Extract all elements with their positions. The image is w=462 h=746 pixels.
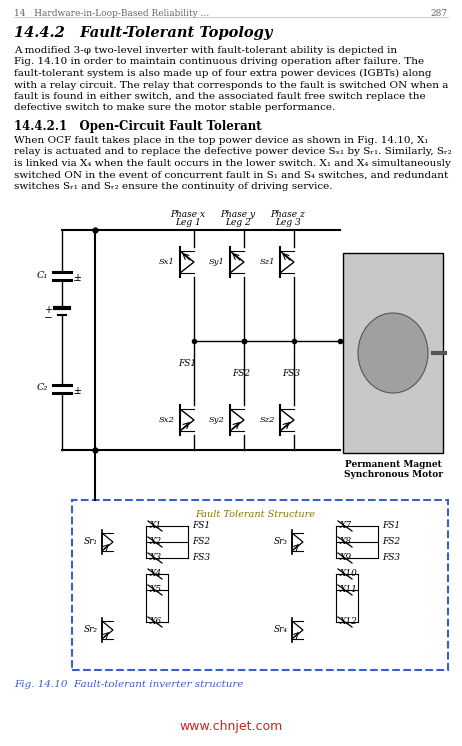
Text: Sr₄: Sr₄ (274, 625, 288, 635)
Ellipse shape (358, 313, 428, 393)
Text: +: + (44, 305, 52, 315)
Text: FS1: FS1 (192, 521, 210, 530)
Text: When OCF fault takes place in the top power device as shown in Fig. 14.10, X₁: When OCF fault takes place in the top po… (14, 136, 428, 145)
Text: Sr₂: Sr₂ (84, 625, 98, 635)
Text: X6: X6 (150, 618, 162, 627)
Text: Fault Tolerant Structure: Fault Tolerant Structure (195, 510, 315, 519)
Text: C₂: C₂ (36, 383, 48, 392)
Text: FS2: FS2 (382, 538, 400, 547)
Text: C₁: C₁ (36, 271, 48, 280)
Text: FS1: FS1 (178, 359, 196, 368)
Text: Sr₁: Sr₁ (84, 538, 98, 547)
Text: −: − (73, 276, 82, 286)
Text: Sy1: Sy1 (209, 258, 225, 266)
Text: FS3: FS3 (192, 554, 210, 562)
Bar (72, 500, 448, 670)
Text: X10: X10 (340, 569, 358, 578)
Bar (343, 253, 443, 453)
Text: Permanent Magnet: Permanent Magnet (345, 460, 441, 469)
Text: Phase x: Phase x (170, 210, 206, 219)
Text: Sr₃: Sr₃ (274, 538, 288, 547)
Text: fault is found in either switch, and the associated fault free switch replace th: fault is found in either switch, and the… (14, 92, 426, 101)
Text: 14.4.2.1   Open-Circuit Fault Tolerant: 14.4.2.1 Open-Circuit Fault Tolerant (14, 120, 261, 133)
Text: fault-tolerant system is also made up of four extra power devices (IGBTs) along: fault-tolerant system is also made up of… (14, 69, 432, 78)
Text: Sz2: Sz2 (260, 416, 275, 424)
Text: Synchronous Motor: Synchronous Motor (344, 470, 443, 479)
Text: −: − (43, 313, 52, 323)
Text: X11: X11 (340, 586, 358, 595)
Text: switches Sᵣ₁ and Sᵣ₂ ensure the continuity of driving service.: switches Sᵣ₁ and Sᵣ₂ ensure the continui… (14, 182, 333, 191)
Text: A modified 3-φ two-level inverter with fault-tolerant ability is depicted in: A modified 3-φ two-level inverter with f… (14, 46, 397, 55)
Text: 14.4.2   Fault-Tolerant Topology: 14.4.2 Fault-Tolerant Topology (14, 26, 273, 40)
Text: switched ON in the event of concurrent fault in S₁ and S₄ switches, and redundan: switched ON in the event of concurrent f… (14, 171, 448, 180)
Text: Phase y: Phase y (220, 210, 255, 219)
Text: relay is actuated and to replace the defective power device Sₓ₁ by Sᵣ₁. Similarl: relay is actuated and to replace the def… (14, 148, 452, 157)
Text: is linked via X₄ when the fault occurs in the lower switch. X₁ and X₄ simultaneo: is linked via X₄ when the fault occurs i… (14, 159, 451, 168)
Text: X3: X3 (150, 554, 162, 562)
Text: FS3: FS3 (382, 554, 400, 562)
Text: X12: X12 (340, 618, 358, 627)
Text: with a relay circuit. The relay that corresponds to the fault is switched ON whe: with a relay circuit. The relay that cor… (14, 81, 449, 90)
Text: X4: X4 (150, 569, 162, 578)
Text: defective switch to make sure the motor stable performance.: defective switch to make sure the motor … (14, 104, 335, 113)
Text: Fig. 14.10 in order to maintain continuous driving operation after failure. The: Fig. 14.10 in order to maintain continuo… (14, 57, 424, 66)
Text: Leg 1: Leg 1 (175, 218, 201, 227)
Text: X1: X1 (150, 521, 162, 530)
Text: FS3: FS3 (282, 369, 300, 378)
Text: −: − (73, 389, 82, 399)
Text: www.chnjet.com: www.chnjet.com (179, 720, 283, 733)
Text: FS2: FS2 (232, 369, 250, 378)
Text: Sy2: Sy2 (209, 416, 225, 424)
Text: X9: X9 (340, 554, 352, 562)
Text: X2: X2 (150, 538, 162, 547)
Text: X7: X7 (340, 521, 352, 530)
Text: +: + (73, 273, 81, 283)
Text: Leg 2: Leg 2 (225, 218, 251, 227)
Text: X8: X8 (340, 538, 352, 547)
Text: FS2: FS2 (192, 538, 210, 547)
Text: 14   Hardware-in-Loop-Based Reliability ...: 14 Hardware-in-Loop-Based Reliability ..… (14, 9, 209, 18)
Text: Fig. 14.10  Fault-tolerant inverter structure: Fig. 14.10 Fault-tolerant inverter struc… (14, 680, 243, 689)
Text: Sz1: Sz1 (260, 258, 275, 266)
Text: Sx2: Sx2 (159, 416, 175, 424)
Text: Leg 3: Leg 3 (275, 218, 301, 227)
Text: FS1: FS1 (382, 521, 400, 530)
Text: 287: 287 (431, 9, 448, 18)
Text: +: + (73, 386, 81, 396)
Text: X5: X5 (150, 586, 162, 595)
Text: Sx1: Sx1 (159, 258, 175, 266)
Text: Phase z: Phase z (271, 210, 305, 219)
